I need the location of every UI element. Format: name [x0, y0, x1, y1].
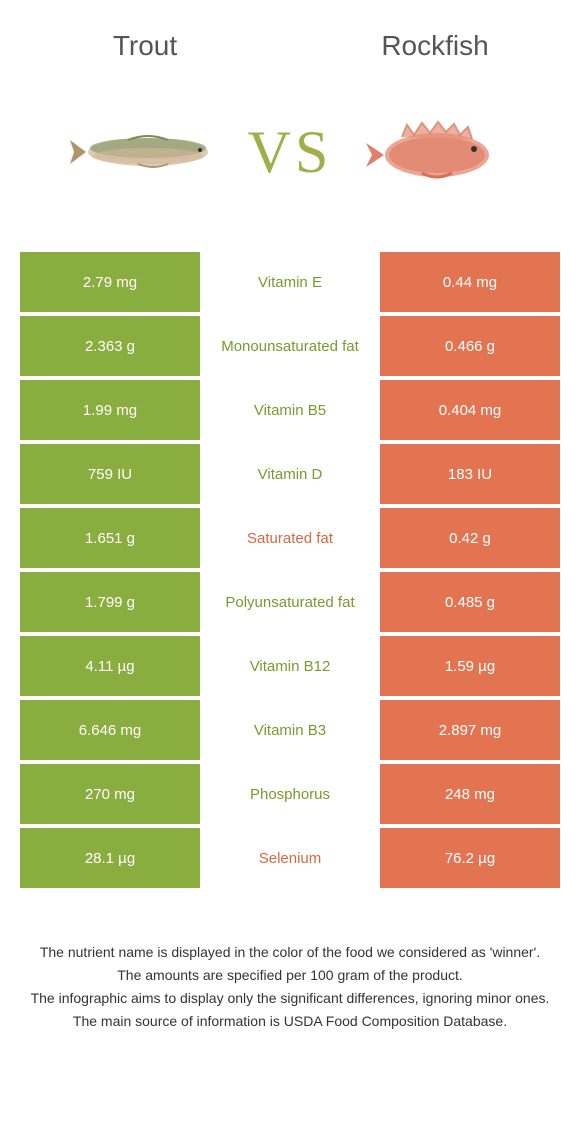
rockfish-value: 76.2 µg	[380, 828, 560, 888]
vs-row: VS	[0, 72, 580, 252]
table-row: 1.99 mgVitamin B50.404 mg	[20, 380, 560, 440]
trout-value: 4.11 µg	[20, 636, 200, 696]
trout-value: 2.363 g	[20, 316, 200, 376]
table-row: 2.363 gMonounsaturated fat0.466 g	[20, 316, 560, 376]
rockfish-value: 0.404 mg	[380, 380, 560, 440]
nutrient-name: Phosphorus	[200, 764, 380, 824]
table-row: 270 mgPhosphorus248 mg	[20, 764, 560, 824]
nutrient-name: Vitamin D	[200, 444, 380, 504]
table-row: 28.1 µgSelenium76.2 µg	[20, 828, 560, 888]
rockfish-value: 183 IU	[380, 444, 560, 504]
footer-line-4: The main source of information is USDA F…	[30, 1011, 550, 1032]
nutrient-name: Monounsaturated fat	[200, 316, 380, 376]
trout-value: 270 mg	[20, 764, 200, 824]
rockfish-value: 0.485 g	[380, 572, 560, 632]
footer-line-2: The amounts are specified per 100 gram o…	[30, 965, 550, 986]
header-row: Trout Rockfish	[0, 0, 580, 72]
table-row: 759 IUVitamin D183 IU	[20, 444, 560, 504]
nutrient-name: Vitamin B5	[200, 380, 380, 440]
trout-value: 759 IU	[20, 444, 200, 504]
footer-line-1: The nutrient name is displayed in the co…	[30, 942, 550, 963]
footer-notes: The nutrient name is displayed in the co…	[0, 892, 580, 1054]
table-row: 4.11 µgVitamin B121.59 µg	[20, 636, 560, 696]
nutrient-name: Selenium	[200, 828, 380, 888]
trout-title: Trout	[0, 30, 290, 62]
nutrient-name: Polyunsaturated fat	[200, 572, 380, 632]
trout-value: 1.799 g	[20, 572, 200, 632]
rockfish-value: 0.42 g	[380, 508, 560, 568]
nutrient-name: Vitamin B3	[200, 700, 380, 760]
table-row: 1.651 gSaturated fat0.42 g	[20, 508, 560, 568]
trout-value: 28.1 µg	[20, 828, 200, 888]
trout-value: 6.646 mg	[20, 700, 200, 760]
nutrition-table: 2.79 mgVitamin E0.44 mg2.363 gMonounsatu…	[20, 252, 560, 888]
table-row: 6.646 mgVitamin B32.897 mg	[20, 700, 560, 760]
table-row: 1.799 gPolyunsaturated fat0.485 g	[20, 572, 560, 632]
nutrient-name: Saturated fat	[200, 508, 380, 568]
rockfish-value: 248 mg	[380, 764, 560, 824]
rockfish-value: 1.59 µg	[380, 636, 560, 696]
rockfish-value: 0.44 mg	[380, 252, 560, 312]
trout-value: 2.79 mg	[20, 252, 200, 312]
rockfish-value: 0.466 g	[380, 316, 560, 376]
trout-value: 1.99 mg	[20, 380, 200, 440]
table-row: 2.79 mgVitamin E0.44 mg	[20, 252, 560, 312]
vs-label: VS	[248, 118, 333, 187]
trout-illustration	[68, 112, 228, 192]
trout-value: 1.651 g	[20, 508, 200, 568]
footer-line-3: The infographic aims to display only the…	[30, 988, 550, 1009]
nutrient-name: Vitamin E	[200, 252, 380, 312]
nutrient-name: Vitamin B12	[200, 636, 380, 696]
rockfish-illustration	[352, 112, 512, 192]
rockfish-title: Rockfish	[290, 30, 580, 62]
rockfish-value: 2.897 mg	[380, 700, 560, 760]
